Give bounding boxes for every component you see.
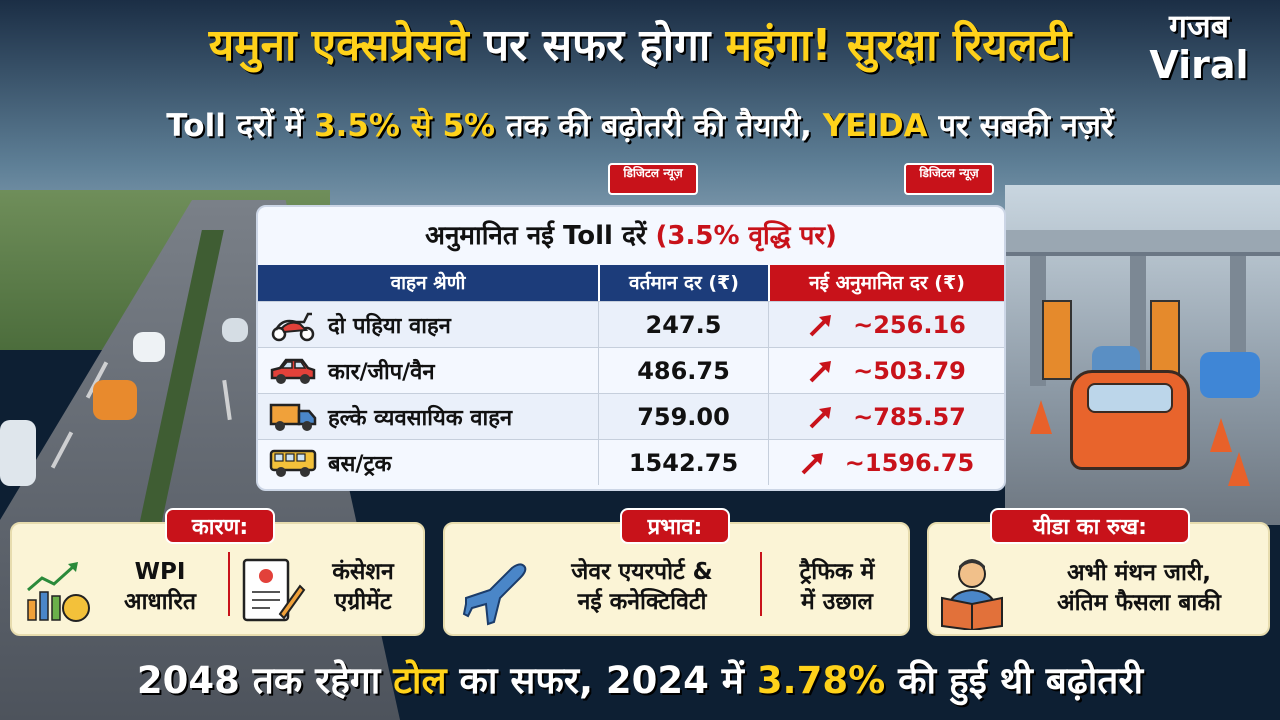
subheadline-part: तक की बढ़ोतरी की तैयारी, [505,108,812,144]
new-rate: ~1596.75 [844,448,975,477]
vehicle-label: दो पहिया वाहन [328,313,451,339]
table-row: हल्के व्यवसायिक वाहन 759.00 ~785.57 [258,393,1004,439]
impact-item-line: नई कनेक्टिविटी [577,589,707,615]
impact-item-traffic: ट्रैफिक में में उछाल [770,557,904,617]
subheadline-part: 3.5% से 5% [313,108,496,144]
toll-canopy [1005,230,1280,256]
footer-banner: 2048 तक रहेगा टोल का सफर, 2024 में 3.78%… [0,652,1280,710]
footer-part: 3.78% [756,659,886,702]
digital-news-badge: डिजिटल न्यूज़ [904,163,994,195]
new-rate: ~785.57 [853,402,966,431]
current-rate: 247.5 [598,302,768,347]
headline-part: महंगा! [725,20,832,71]
reason-item-line: एग्रीमेंट [334,589,392,615]
impact-item-line: जेवर एयरपोर्ट & [571,559,713,585]
headline-part: सुरक्षा रियलटी [846,20,1072,71]
vehicle-cell: बस/ट्रक [258,440,598,485]
subheadline-part: पर सबकी नज़रें [938,108,1114,144]
table-row: बस/ट्रक 1542.75 ~1596.75 [258,439,1004,485]
stance-text: अभी मंथन जारी, अंतिम फैसला बाकी [1012,558,1266,618]
subheadline-part: YEIDA [822,108,928,144]
headline-part: पर सफर होगा [484,20,711,71]
vehicle-label: बस/ट्रक [328,451,392,477]
panel-divider [760,552,762,616]
car [0,420,36,486]
new-rate-cell: ~1596.75 [768,440,1004,485]
footer-part: की हुई थी बढ़ोतरी [898,659,1144,702]
new-rate-cell: ~785.57 [768,394,1004,439]
person-reading-icon [941,559,1003,630]
table-title-main: अनुमानित नई Toll दरें [425,221,647,251]
digital-news-badge: डिजिटल न्यूज़ [608,163,698,195]
impact-item-airport: जेवर एयरपोर्ट & नई कनेक्टिविटी [536,557,748,617]
header-new-rate: नई अनुमानित दर (₹) [768,265,1004,301]
reason-item-concession: कंसेशन एग्रीमेंट [304,557,422,617]
header-current-rate: वर्तमान दर (₹) [598,265,768,301]
impact-item-line: ट्रैफिक में [799,559,875,585]
new-rate: ~503.79 [853,356,966,385]
footer-part: टोल [393,659,447,702]
impact-item-line: में उछाल [800,589,874,615]
trend-up-arrow-icon [809,360,832,382]
current-rate: 1542.75 [598,440,768,485]
car-icon [270,358,316,384]
bus-icon [269,449,317,477]
table-header-row: वाहन श्रेणी वर्तमान दर (₹) नई अनुमानित द… [258,265,1004,301]
car [93,380,137,420]
vehicle-cell: दो पहिया वाहन [258,302,598,347]
traffic-cone [1228,452,1250,486]
table-title: अनुमानित नई Toll दरें (3.5% वृद्धि पर) [258,207,1004,265]
vehicle-cell: हल्के व्यवसायिक वाहन [258,394,598,439]
subheadline-part: Toll दरों में [166,108,304,144]
impact-tag: प्रभाव: [620,508,730,544]
airplane-icon [462,563,527,626]
stance-line: अभी मंथन जारी, [1066,560,1212,586]
new-rate: ~256.16 [853,310,966,339]
header-vehicle-category: वाहन श्रेणी [258,265,598,301]
footer-part: का सफर, 2024 में [459,659,744,702]
headline: यमुना एक्सप्रेसवे पर सफर होगा महंगा! सुर… [0,18,1280,74]
reason-item-line: WPI [134,559,186,585]
footer-part: 2048 तक रहेगा [136,659,381,702]
toll-booth [1042,300,1072,380]
truck-icon [269,403,317,431]
toll-booth [1150,300,1180,380]
logo-line: गजब [1168,7,1230,45]
toll-rate-table: अनुमानित नई Toll दरें (3.5% वृद्धि पर) व… [256,205,1006,491]
subheadline: Toll दरों में 3.5% से 5% तक की बढ़ोतरी क… [0,104,1280,148]
car [133,332,165,362]
current-rate: 759.00 [598,394,768,439]
reason-tag: कारण: [165,508,275,544]
reason-item-line: आधारित [123,589,197,615]
vehicle-label: हल्के व्यवसायिक वाहन [328,405,513,431]
orange-car [1070,370,1190,470]
table-title-note: (3.5% वृद्धि पर) [655,221,837,251]
traffic-cone [1030,400,1052,434]
scooter-icon [271,312,315,341]
current-rate: 486.75 [598,348,768,393]
traffic-cone [1210,418,1232,452]
table-row: कार/जीप/वैन 486.75 ~503.79 [258,347,1004,393]
document-pen-icon [242,558,306,622]
table-row: दो पहिया वाहन 247.5 ~256.16 [258,301,1004,347]
car [222,318,248,342]
vehicle-label: कार/जीप/वैन [328,359,435,385]
headline-part: यमुना एक्सप्रेसवे [208,20,469,71]
reason-item-line: कंसेशन [332,559,394,585]
panel-divider [228,552,230,616]
stance-line: अंतिम फैसला बाकी [1057,590,1221,616]
reason-item-wpi: WPI आधारित [96,557,224,617]
new-rate-cell: ~256.16 [768,302,1004,347]
growth-chart-icon [27,562,90,622]
trend-up-arrow-icon [809,314,832,336]
trend-up-arrow-icon [801,452,823,474]
new-rate-cell: ~503.79 [768,348,1004,393]
vehicle-cell: कार/जीप/वैन [258,348,598,393]
trend-up-arrow-icon [809,406,832,428]
gajab-viral-logo: गजब Viral [1140,8,1258,86]
logo-line: Viral [1149,43,1249,87]
stance-tag: यीडा का रुख: [990,508,1190,544]
car [1200,352,1260,398]
